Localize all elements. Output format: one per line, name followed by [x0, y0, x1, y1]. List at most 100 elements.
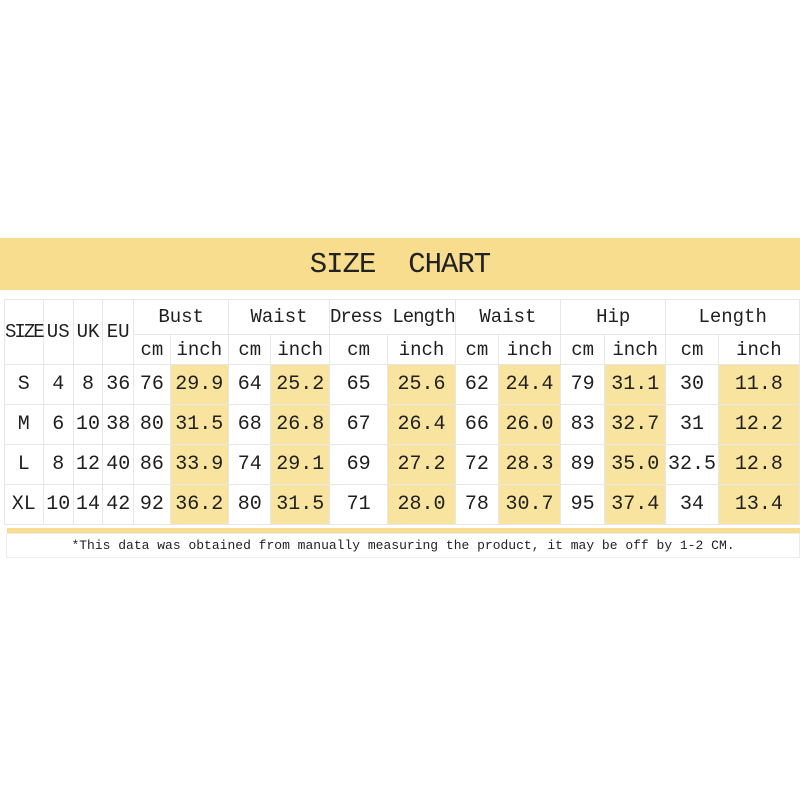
cell-xl-hip-inch: 37.4 — [604, 484, 667, 525]
cell-s-waist2-inch: 24.4 — [498, 364, 562, 405]
cell-s-hip-cm: 79 — [560, 364, 606, 405]
table-row-l: L 8 12 40 86 33.9 74 29.1 69 27.2 72 28.3 89 35.0 32.5… — [4, 444, 800, 485]
cell-l-bust-inch: 33.9 — [169, 444, 230, 485]
cell-s-waist2-cm: 62 — [454, 364, 500, 405]
cell-s-eu: 36 — [102, 364, 135, 405]
col-group-hip: Hip — [560, 299, 667, 335]
table-body: S 4 8 36 76 29.9 64 25.2 65 25.6 62 24.4 79 31.1 30 11.… — [4, 364, 800, 525]
unit-header-cm: cm — [328, 334, 389, 365]
cell-l-waist2-inch: 28.3 — [498, 444, 562, 485]
cell-xl-bust-cm: 92 — [133, 484, 171, 525]
unit-header-inch: inch — [498, 334, 562, 365]
col-group-size: SIZE — [4, 299, 45, 365]
cell-m-dress-length-inch: 26.4 — [387, 404, 456, 445]
header-group-row: SIZE US UK EU Bust Waist Dress Length Waist Hip L… — [4, 299, 800, 365]
col-group-dress-length: Dress Length — [328, 299, 456, 335]
cell-s-length-cm: 30 — [665, 364, 719, 405]
unit-header-inch: inch — [169, 334, 230, 365]
unit-header-inch: inch — [270, 334, 330, 365]
col-group-waist: Waist — [228, 299, 330, 335]
cell-l-dress-length-inch: 27.2 — [387, 444, 456, 485]
cell-xl-length-inch: 13.4 — [717, 484, 800, 525]
cell-m-size: M — [4, 404, 44, 445]
cell-m-uk: 10 — [72, 404, 104, 445]
cell-s-waist-cm: 64 — [228, 364, 272, 405]
unit-header-inch: inch — [717, 334, 800, 365]
cell-m-us: 6 — [42, 404, 74, 445]
col-group-us: US — [42, 299, 74, 365]
cell-xl-eu: 42 — [102, 484, 135, 525]
cell-m-length-cm: 31 — [665, 404, 719, 445]
cell-s-dress-length-inch: 25.6 — [387, 364, 456, 405]
cell-xl-bust-inch: 36.2 — [169, 484, 230, 525]
cell-xl-hip-cm: 95 — [560, 484, 606, 525]
cell-l-hip-cm: 89 — [560, 444, 606, 485]
cell-m-waist-inch: 26.8 — [270, 404, 330, 445]
cell-l-dress-length-cm: 69 — [328, 444, 389, 485]
cell-m-length-inch: 12.2 — [717, 404, 800, 445]
bottom-yellow-strip — [7, 528, 800, 533]
unit-header-cm: cm — [560, 334, 606, 365]
col-group-bust: Bust — [133, 299, 230, 335]
unit-header-cm: cm — [133, 334, 171, 365]
cell-xl-size: XL — [4, 484, 44, 525]
table-row-m: M 6 10 38 80 31.5 68 26.8 67 26.4 66 26.0 83 32.7 31 12… — [4, 404, 800, 445]
col-group-uk: UK — [72, 299, 104, 365]
cell-s-length-inch: 11.8 — [717, 364, 800, 405]
cell-s-dress-length-cm: 65 — [328, 364, 389, 405]
cell-l-length-cm: 32.5 — [665, 444, 719, 485]
cell-l-waist-inch: 29.1 — [270, 444, 330, 485]
cell-m-eu: 38 — [102, 404, 135, 445]
cell-m-waist2-inch: 26.0 — [498, 404, 562, 445]
cell-xl-waist2-cm: 78 — [454, 484, 500, 525]
table-row-xl: XL 10 14 42 92 36.2 80 31.5 71 28.0 78 30.7 95 37.4 34… — [4, 484, 800, 525]
cell-l-size: L — [4, 444, 44, 485]
cell-l-waist2-cm: 72 — [454, 444, 500, 485]
cell-xl-dress-length-inch: 28.0 — [387, 484, 456, 525]
cell-s-us: 4 — [42, 364, 74, 405]
size-chart-table: SIZE US UK EU Bust Waist Dress Length Waist Hip L… — [4, 299, 800, 525]
cell-l-waist-cm: 74 — [228, 444, 272, 485]
cell-xl-waist2-inch: 30.7 — [498, 484, 562, 525]
cell-xl-uk: 14 — [72, 484, 104, 525]
cell-m-waist-cm: 68 — [228, 404, 272, 445]
cell-xl-waist-inch: 31.5 — [270, 484, 330, 525]
footnote-text: *This data was obtained from manually me… — [71, 538, 735, 553]
size-chart-title: SIZE CHART — [309, 247, 491, 281]
cell-m-bust-inch: 31.5 — [169, 404, 230, 445]
footnote-bar: *This data was obtained from manually me… — [6, 533, 800, 558]
cell-xl-waist-cm: 80 — [228, 484, 272, 525]
cell-m-dress-length-cm: 67 — [328, 404, 389, 445]
cell-l-uk: 12 — [72, 444, 104, 485]
header-unit-row: cm inch cm inch cm inch cm inch cm inch cm inch — [5, 334, 800, 365]
unit-header-cm: cm — [665, 334, 719, 365]
cell-xl-us: 10 — [42, 484, 74, 525]
col-group-eu: EU — [102, 299, 135, 365]
cell-xl-dress-length-cm: 71 — [328, 484, 389, 525]
table-row-s: S 4 8 36 76 29.9 64 25.2 65 25.6 62 24.4 79 31.1 30 11.… — [4, 364, 800, 405]
cell-l-hip-inch: 35.0 — [604, 444, 667, 485]
table-head: SIZE US UK EU Bust Waist Dress Length Waist Hip L… — [4, 299, 800, 365]
cell-l-bust-cm: 86 — [133, 444, 171, 485]
cell-l-us: 8 — [42, 444, 74, 485]
unit-header-cm: cm — [454, 334, 500, 365]
cell-s-size: S — [4, 364, 44, 405]
cell-m-waist2-cm: 66 — [454, 404, 500, 445]
cell-l-length-inch: 12.8 — [717, 444, 800, 485]
cell-m-hip-cm: 83 — [560, 404, 606, 445]
cell-s-uk: 8 — [72, 364, 104, 405]
cell-xl-length-cm: 34 — [665, 484, 719, 525]
size-chart-banner: SIZE CHART — [0, 238, 800, 290]
col-group-waist-2: Waist — [454, 299, 562, 335]
cell-s-hip-inch: 31.1 — [604, 364, 667, 405]
cell-s-waist-inch: 25.2 — [270, 364, 330, 405]
cell-s-bust-inch: 29.9 — [169, 364, 230, 405]
unit-header-cm: cm — [228, 334, 272, 365]
cell-s-bust-cm: 76 — [133, 364, 171, 405]
cell-l-eu: 40 — [102, 444, 135, 485]
unit-header-inch: inch — [604, 334, 667, 365]
cell-m-bust-cm: 80 — [133, 404, 171, 445]
unit-header-inch: inch — [387, 334, 456, 365]
col-group-length: Length — [665, 299, 800, 335]
cell-m-hip-inch: 32.7 — [604, 404, 667, 445]
